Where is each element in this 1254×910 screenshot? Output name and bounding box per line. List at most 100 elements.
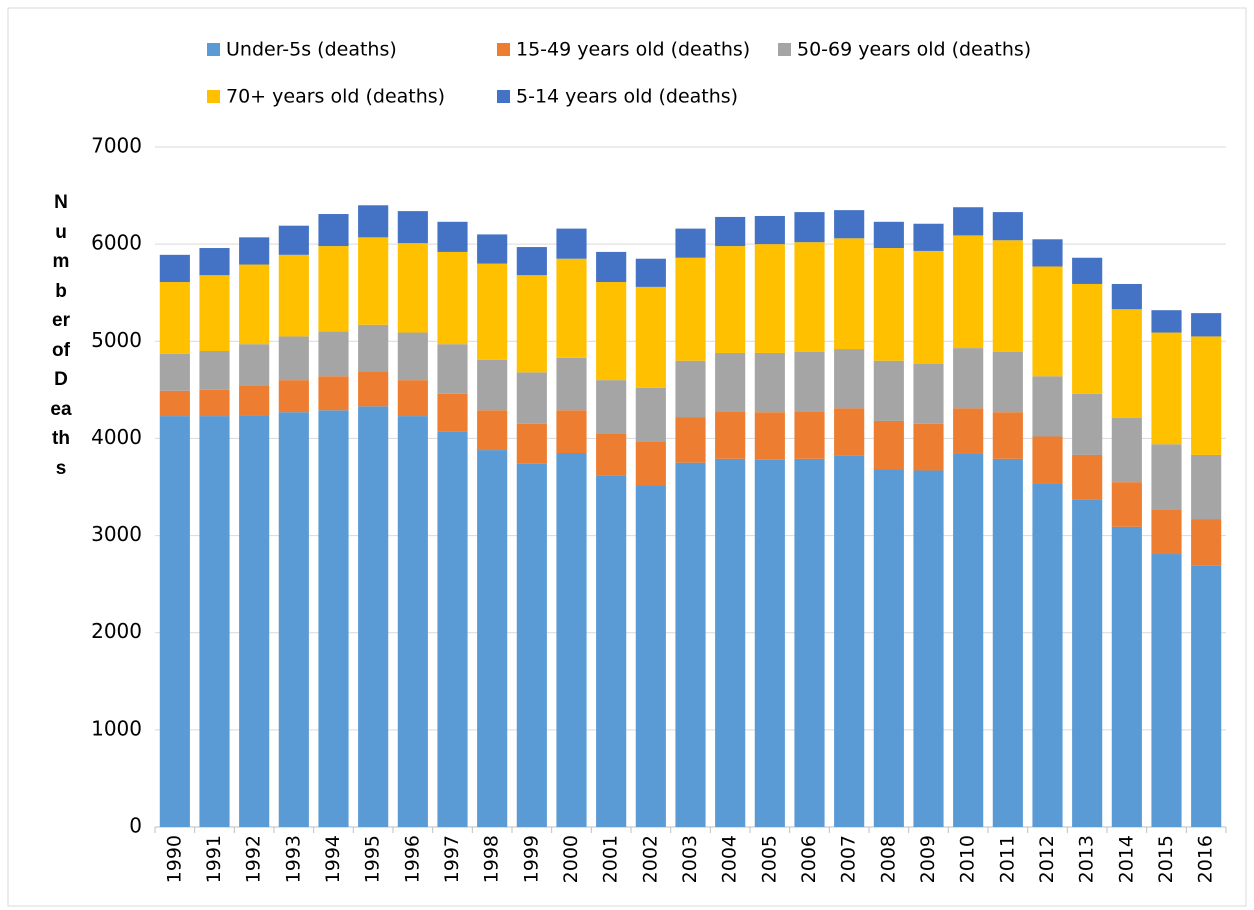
- bar-segment: [556, 228, 587, 259]
- bar-segment: [873, 420, 904, 470]
- x-tick-label: 1991: [203, 835, 225, 883]
- y-tick-label: 4000: [91, 425, 142, 449]
- bar-segment: [199, 275, 230, 351]
- bar-segment: [318, 410, 349, 827]
- bar-segment: [675, 360, 706, 418]
- bar-segment: [715, 246, 746, 353]
- bar-segment: [794, 242, 825, 352]
- bar-segment: [358, 324, 389, 372]
- bar-segment: [992, 412, 1023, 459]
- bar-segment: [516, 247, 547, 276]
- bar-segment: [556, 410, 587, 453]
- x-tick-label: 2004: [719, 835, 741, 883]
- bar-segment: [1191, 336, 1222, 455]
- x-tick-label: 1990: [163, 835, 185, 883]
- bar-segment: [358, 406, 389, 827]
- bar-segment: [239, 237, 270, 265]
- bar-segment: [1151, 332, 1182, 445]
- bar-segment: [437, 344, 468, 394]
- bar-segment: [635, 485, 666, 827]
- legend-label: 70+ years old (deaths): [226, 86, 445, 108]
- bar-segment: [239, 264, 270, 345]
- x-tick-label: 2005: [758, 835, 780, 883]
- bar-segment: [913, 470, 944, 827]
- bar-segment: [477, 234, 508, 264]
- bar-segment: [318, 376, 349, 411]
- bar-segment: [1072, 393, 1103, 455]
- bar-segment: [556, 453, 587, 827]
- bar-segment: [1191, 313, 1222, 337]
- y-tick-label: 2000: [91, 619, 142, 643]
- bar-segment: [1151, 310, 1182, 333]
- bar-segment: [239, 415, 270, 827]
- bar-segment: [1111, 526, 1142, 827]
- bar-segment: [159, 416, 190, 827]
- bar-segment: [834, 210, 865, 239]
- bar-segment: [873, 248, 904, 361]
- bar-segment: [1072, 499, 1103, 827]
- bar-segment: [1191, 519, 1222, 566]
- x-tick-label: 1999: [520, 835, 542, 883]
- x-tick-label: 1998: [481, 835, 503, 883]
- bar-segment: [278, 412, 309, 827]
- bar-segment: [278, 380, 309, 413]
- bar-segment: [1111, 418, 1142, 483]
- bar-segment: [199, 416, 230, 827]
- bar-segment: [437, 251, 468, 345]
- legend-label: 15-49 years old (deaths): [516, 39, 750, 61]
- x-tick-label: 1992: [243, 835, 265, 883]
- bar-segment: [1072, 454, 1103, 500]
- bar-segment: [953, 348, 984, 409]
- bar-segment: [1151, 509, 1182, 555]
- bar-segment: [239, 385, 270, 416]
- bar-segment: [675, 228, 706, 258]
- legend-label: Under-5s (deaths): [226, 39, 397, 61]
- bar-segment: [1032, 483, 1063, 827]
- bar-segment: [437, 221, 468, 252]
- legend-swatch: [497, 43, 510, 56]
- y-tick-label: 3000: [91, 522, 142, 546]
- bar-segment: [675, 462, 706, 827]
- x-tick-label: 2008: [877, 835, 899, 883]
- bar-segment: [913, 363, 944, 424]
- bar-segment: [834, 408, 865, 456]
- bar-segment: [437, 393, 468, 432]
- bar-segment: [953, 207, 984, 236]
- x-tick-label: 2009: [917, 835, 939, 883]
- bar-segment: [715, 411, 746, 459]
- bar-segment: [635, 441, 666, 486]
- bar-segment: [1151, 444, 1182, 510]
- legend-label: 50-69 years old (deaths): [797, 39, 1031, 61]
- bar-segment: [159, 254, 190, 283]
- bar-segment: [754, 215, 785, 245]
- bar-segment: [873, 360, 904, 421]
- bar-segment: [992, 351, 1023, 413]
- bar-segment: [596, 251, 627, 283]
- bar-segment: [199, 351, 230, 390]
- bar-segment: [953, 453, 984, 827]
- bar-segment: [397, 380, 428, 417]
- y-tick-label: 1000: [91, 716, 142, 740]
- bar-segment: [834, 455, 865, 827]
- legend-swatch: [207, 90, 220, 103]
- x-tick-label: 2012: [1036, 835, 1058, 883]
- bar-segment: [159, 353, 190, 391]
- bar-segment: [715, 458, 746, 827]
- x-tick-label: 2006: [798, 835, 820, 883]
- bar-segment: [635, 258, 666, 287]
- bar-segment: [1032, 376, 1063, 437]
- bar-segment: [358, 237, 389, 325]
- bar-segment: [516, 372, 547, 424]
- x-tick-label: 1996: [401, 835, 423, 883]
- bar-segment: [1032, 239, 1063, 267]
- bar-segment: [358, 371, 389, 407]
- x-tick-label: 2015: [1155, 835, 1177, 883]
- bar-segment: [794, 458, 825, 827]
- bar-segment: [477, 450, 508, 827]
- bar-segment: [437, 431, 468, 827]
- bar-segment: [318, 246, 349, 332]
- bar-segment: [199, 248, 230, 276]
- bar-segment: [834, 349, 865, 409]
- bar-segment: [794, 212, 825, 243]
